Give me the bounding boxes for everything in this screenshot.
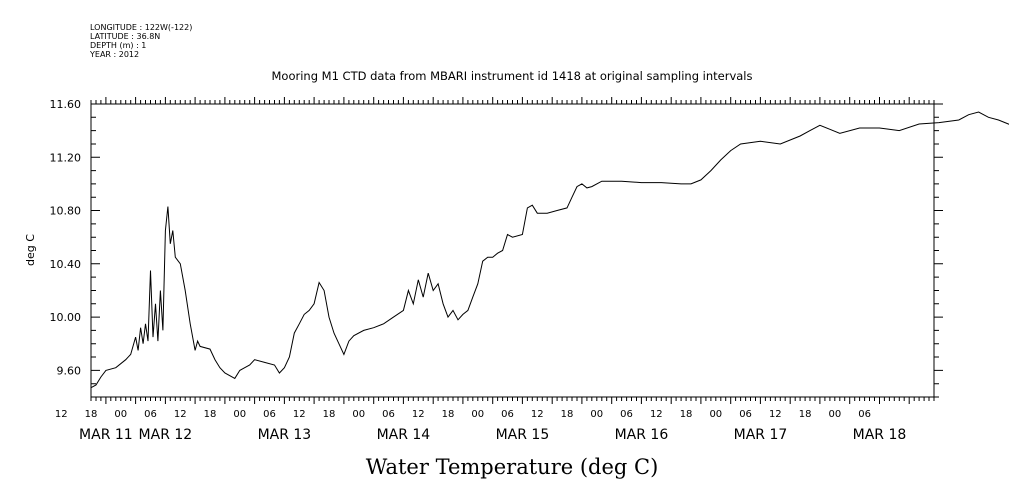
x-day-label: MAR 14	[377, 427, 431, 443]
x-hour-label: 06	[263, 409, 276, 420]
x-tick-labels: 12 18 00 06 12 18 00 06 12 18 00 06 12 18 00 06 12 18 00 06…	[55, 409, 871, 420]
x-hour-label: 12	[174, 409, 187, 420]
x-hour-label: 06	[858, 409, 871, 420]
y-tick-labels: 9.60 10.00 10.40 10.80 11.20 11.60	[50, 98, 82, 377]
x-hour-label: 00	[352, 409, 365, 420]
y-tick-label: 11.20	[50, 151, 82, 164]
x-hour-label: 18	[561, 409, 574, 420]
axis-ticks	[90, 97, 943, 404]
x-day-label: MAR 16	[615, 427, 669, 443]
x-hour-label: 06	[382, 409, 395, 420]
x-hour-label: 12	[650, 409, 663, 420]
y-axis-label: deg C	[24, 234, 37, 266]
x-day-label: MAR 15	[496, 427, 550, 443]
x-hour-label: 18	[85, 409, 98, 420]
x-day-label: MAR 12	[139, 427, 193, 443]
y-tick-label: 10.80	[50, 205, 82, 218]
y-tick-label: 11.60	[50, 98, 82, 111]
x-hour-label: 18	[799, 409, 812, 420]
x-hour-label: 00	[114, 409, 127, 420]
y-tick-label: 10.00	[50, 311, 82, 324]
x-hour-label: 06	[501, 409, 514, 420]
x-axis-label: Water Temperature (deg C)	[366, 455, 659, 479]
x-hour-label: 18	[204, 409, 217, 420]
x-hour-label: 06	[620, 409, 633, 420]
x-hour-label: 12	[55, 409, 68, 420]
x-hour-label: 18	[442, 409, 455, 420]
temperature-series-line	[90, 111, 1009, 389]
x-hour-label: 12	[769, 409, 782, 420]
x-hour-label: 18	[680, 409, 693, 420]
mooring-metadata: LONGITUDE : 122W(-122) LATITUDE : 36.8N …	[89, 23, 192, 59]
x-hour-label: 12	[293, 409, 306, 420]
x-hour-label: 00	[709, 409, 722, 420]
x-hour-label: 06	[739, 409, 752, 420]
x-day-label: MAR 13	[258, 427, 312, 443]
y-tick-label: 10.40	[50, 258, 82, 271]
x-day-label: MAR 11	[79, 427, 133, 443]
x-day-label: MAR 18	[853, 427, 907, 443]
x-hour-label: 00	[828, 409, 841, 420]
tick-marks	[90, 97, 943, 404]
chart-title: Mooring M1 CTD data from MBARI instrumen…	[272, 69, 753, 83]
metadata-year: YEAR : 2012	[89, 50, 139, 59]
day-labels: MAR 11 MAR 12 MAR 13 MAR 14 MAR 15 MAR 16 MAR …	[79, 427, 906, 443]
metadata-depth: DEPTH (m) : 1	[90, 41, 146, 50]
x-hour-label: 00	[471, 409, 484, 420]
x-hour-label: 06	[144, 409, 157, 420]
x-hour-label: 00	[233, 409, 246, 420]
plot-frame	[90, 103, 935, 398]
x-hour-label: 18	[323, 409, 336, 420]
y-tick-label: 9.60	[57, 364, 82, 377]
x-hour-label: 12	[412, 409, 425, 420]
x-day-label: MAR 17	[734, 427, 788, 443]
metadata-longitude: LONGITUDE : 122W(-122)	[90, 23, 192, 32]
x-hour-label: 12	[531, 409, 544, 420]
x-hour-label: 00	[590, 409, 603, 420]
metadata-latitude: LATITUDE : 36.8N	[90, 32, 160, 41]
